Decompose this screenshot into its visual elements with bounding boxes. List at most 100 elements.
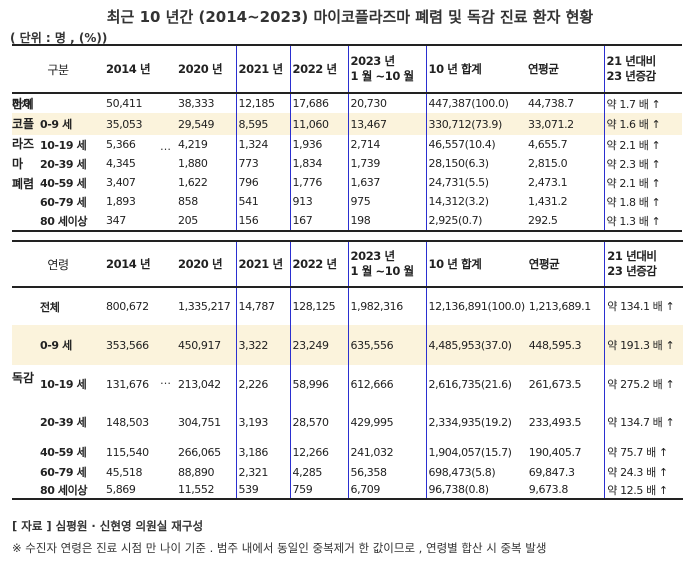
- table-cell: 약 1.3 배 ↑: [603, 211, 682, 232]
- table-cell: 1,982,316: [347, 287, 427, 325]
- table-cell: 8,595: [235, 113, 291, 135]
- row-label: 40-59 세: [40, 446, 87, 459]
- table-cell: 4,485,953(37.0): [426, 325, 527, 365]
- table-cell: 약 2.1 배 ↑: [603, 173, 682, 192]
- table-cell: 56,358: [347, 463, 427, 481]
- header-cell: 연평균: [526, 240, 605, 288]
- table-cell: 3,193: [235, 403, 291, 441]
- header-cell: 연령: [12, 240, 104, 288]
- table-cell: 1,431.2: [528, 195, 568, 208]
- table-cell: 약 275.2 배 ↑: [604, 365, 683, 403]
- table-cell: 88,890: [178, 465, 215, 479]
- table-cell: 304,751: [178, 415, 221, 429]
- table-cell: 1,893: [106, 195, 136, 208]
- row-label: 10-19 세: [40, 138, 87, 152]
- table-cell: 796: [235, 173, 291, 192]
- header-cell: 10 년 합계: [426, 240, 527, 288]
- table-row: 전체 50,411 38,333 12,185 17,686 20,730 447,387(…: [12, 93, 682, 113]
- ellipsis-marker: …: [160, 374, 171, 387]
- table-cell: 약 1.6 배 ↑: [603, 113, 682, 135]
- table-cell: 3,407: [106, 176, 136, 189]
- mycoplasma-table: 구분 2014 년 2020 년 2021 년 2022 년 2023 년 1 …: [12, 44, 682, 232]
- table-cell: 약 1.7 배 ↑: [603, 93, 682, 113]
- table-cell: 1,776: [292, 176, 323, 189]
- table-cell: 429,995: [347, 403, 427, 441]
- header-cell: 연평균: [526, 44, 604, 94]
- table-cell: 3,186: [235, 441, 291, 463]
- table-row: 80 세이상 347 205 156 167 198 2,925(0.7) 292.5 약 1.…: [12, 211, 682, 232]
- table-cell: 233,493.5: [528, 415, 582, 429]
- table-cell: 28,150(6.3): [428, 157, 490, 170]
- table-cell: 약 75.7 배 ↑: [604, 441, 683, 463]
- header-cell: 2021 년: [235, 44, 291, 94]
- table-cell: 14,312(3.2): [428, 195, 490, 208]
- table-row: 20-39 세 148,503 304,751 3,193 28,570 429,995 2…: [12, 403, 683, 441]
- row-label: 60-79 세: [40, 195, 87, 209]
- table-cell: 35,053: [104, 113, 176, 135]
- table-cell: 28,570: [292, 415, 329, 429]
- table-header-row: 연령 2014 년 2020 년 2021 년 2022 년 2023 년 1 …: [12, 240, 683, 288]
- table-row: 0-9 세 35,053 29,549 8,595 11,060 13,467 330,71…: [12, 113, 682, 135]
- table-row: 40-59 세 115,540 266,065 3,186 12,266 241,032 1…: [12, 441, 683, 463]
- table-cell: 46,557(10.4): [428, 138, 496, 151]
- table-row: 60-79 세 1,893 858 541 913 975 14,312(3.2) 1,431…: [12, 192, 682, 211]
- table-cell: 115,540: [106, 445, 149, 459]
- table-cell: 541: [235, 192, 291, 211]
- header-cell: 2014 년: [104, 240, 176, 288]
- table-cell: 약 191.3 배 ↑: [604, 325, 683, 365]
- table-cell: 347: [104, 211, 176, 232]
- table-cell: 2,815.0: [528, 157, 568, 170]
- table-cell: 131,676: [106, 377, 149, 391]
- table-cell: 69,847.3: [528, 465, 575, 479]
- table-cell: 292.5: [526, 211, 604, 232]
- table-cell: 1,324: [235, 135, 291, 154]
- table-cell: 635,556: [347, 325, 427, 365]
- influenza-table: 연령 2014 년 2020 년 2021 년 2022 년 2023 년 1 …: [12, 240, 683, 500]
- table-cell: 12,266: [292, 445, 329, 459]
- table-cell: 167: [290, 211, 348, 232]
- table-cell: 1,904,057(15.7): [428, 445, 512, 459]
- table-cell: 4,219: [178, 138, 208, 151]
- row-label: 20-39 세: [40, 416, 87, 429]
- table-cell: 2,334,935(19.2): [428, 415, 512, 429]
- table-cell: 24,731(5.5): [428, 176, 490, 189]
- row-label: 40-59 세: [40, 176, 87, 190]
- table-cell: 975: [347, 192, 427, 211]
- table-cell: 913: [292, 195, 313, 208]
- table-cell: 29,549: [176, 113, 236, 135]
- row-label: 10-19 세: [40, 378, 87, 391]
- header-cell: 2022 년: [290, 240, 348, 288]
- row-label: 60-79 세: [40, 466, 87, 479]
- unit-label: ( 단위 : 명 , (%)): [10, 31, 108, 45]
- row-label: 전체: [12, 97, 32, 111]
- header-cell: 21 년대비 23 년증감: [603, 44, 682, 94]
- group-label-part: 라즈: [12, 137, 35, 151]
- table-cell: 205: [176, 211, 236, 232]
- table-cell: 261,673.5: [528, 377, 582, 391]
- table-row: 10-19 세 5,366 4,219 1,324 1,936 2,714 46,557(1…: [12, 135, 682, 154]
- table-cell: 330,712(73.9): [426, 113, 526, 135]
- table-cell: 2,616,735(21.6): [428, 377, 512, 391]
- table-cell: 23,249: [290, 325, 348, 365]
- table-row: 10-19 세 131,676 213,042 2,226 58,996 612,666 2…: [12, 365, 683, 403]
- header-cell: 구분: [12, 44, 104, 94]
- table-cell: 45,518: [106, 465, 143, 479]
- table-cell: 1,622: [178, 176, 208, 189]
- table-cell: 4,345: [106, 157, 136, 170]
- table-cell: 1,936: [292, 138, 323, 151]
- group-label-part: 코플: [12, 117, 35, 131]
- row-label: 80 세이상: [12, 211, 104, 232]
- table-row: 80 세이상 5,869 11,552 539 759 6,709 96,738(0.8) 9…: [12, 481, 683, 500]
- row-label: 전체: [40, 300, 60, 314]
- table-cell: 450,917: [176, 325, 236, 365]
- table-cell: 약 24.3 배 ↑: [604, 463, 683, 481]
- table-cell: 800,672: [106, 300, 149, 313]
- table-cell: 858: [178, 195, 198, 208]
- table-cell: 4,655.7: [528, 138, 568, 151]
- table-cell: 96,738(0.8): [426, 481, 527, 500]
- table-cell: 612,666: [347, 365, 427, 403]
- table-cell: 1,739: [347, 154, 427, 173]
- table-cell: 11,552: [176, 481, 236, 500]
- source-note: [ 자료 ] 심평원 · 신현영 의원실 재구성: [12, 519, 204, 533]
- table-cell: 198: [347, 211, 427, 232]
